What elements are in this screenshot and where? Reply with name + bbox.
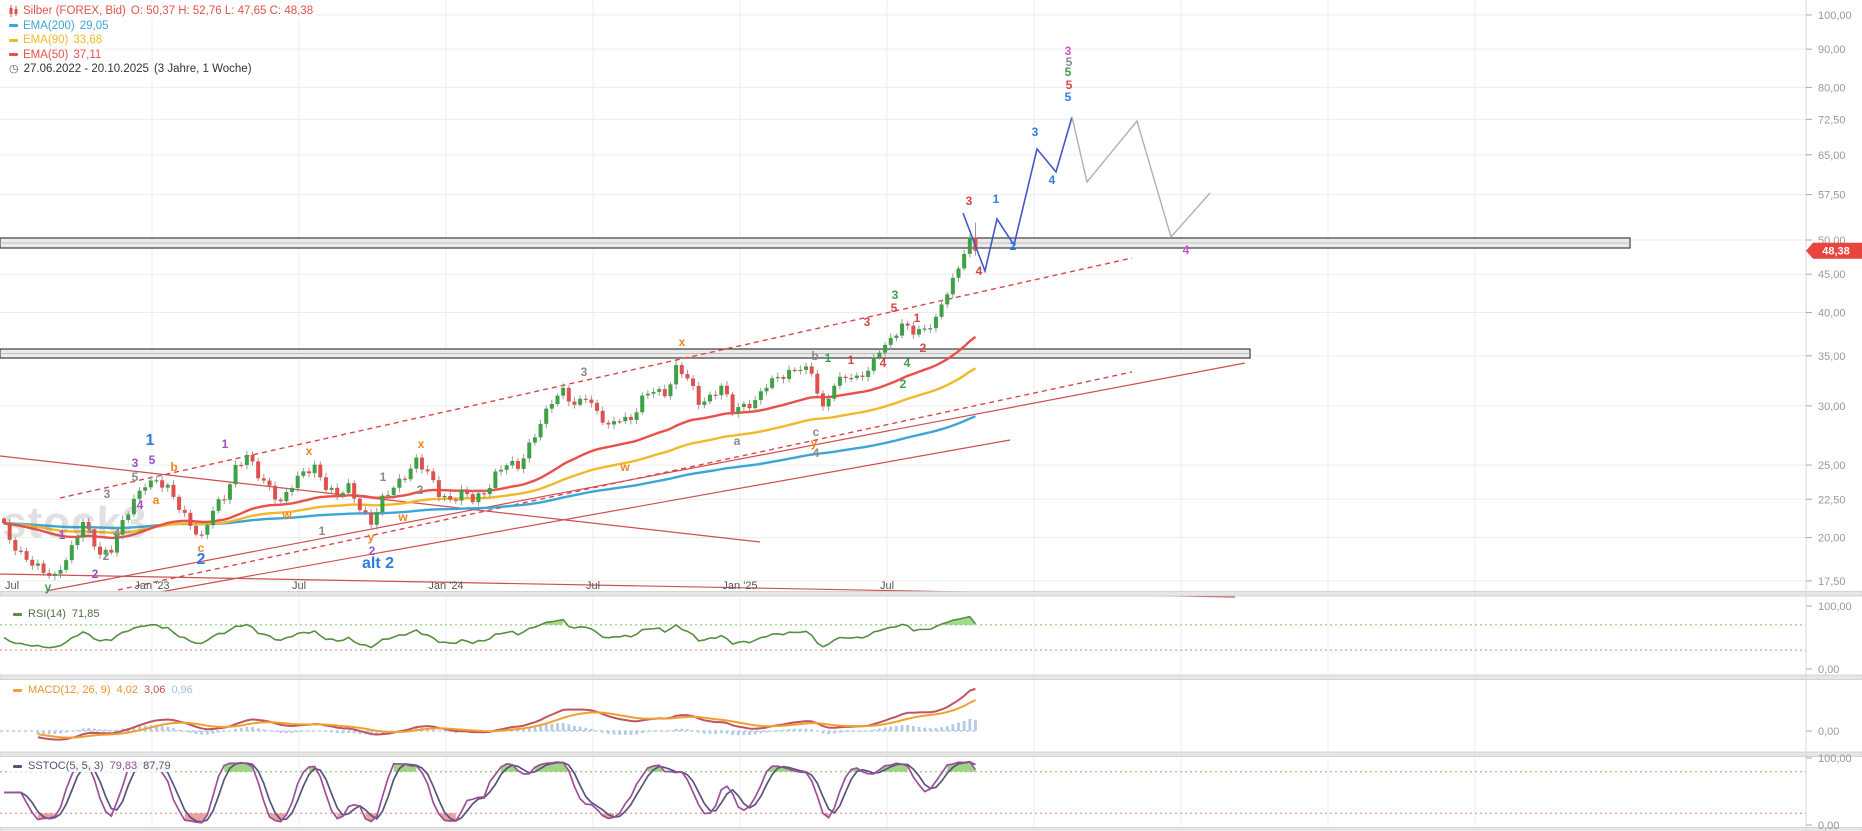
ema50-label: EMA(50)	[23, 48, 69, 61]
price-axis-label[interactable]: 72,50	[1818, 114, 1846, 126]
ema90-label: EMA(90)	[23, 34, 69, 46]
price-axis-label[interactable]: 30,00	[1818, 401, 1846, 413]
macd-color-icon	[13, 688, 22, 692]
sstoc-color-icon	[13, 764, 22, 768]
price-axis-label[interactable]: 45,00	[1818, 269, 1846, 281]
clock-icon: ◷	[9, 63, 19, 75]
interval-text: (3 Jahre, 1 Woche)	[153, 63, 252, 75]
instrument-name: Silber (FOREX, Bid)	[23, 5, 126, 17]
time-axis-label[interactable]: Jul	[292, 580, 306, 592]
ema50-color-icon	[9, 53, 18, 57]
price-axis-label[interactable]: 100,00	[1818, 10, 1852, 22]
macd-axis-label: 0,00	[1818, 726, 1839, 738]
macd-value: 4,02	[116, 684, 138, 696]
sstoc-label: SSTOC(5, 5, 3)	[28, 760, 104, 772]
rsi-label: RSI(14)	[28, 608, 66, 620]
macd-hist-value: 0,96	[171, 684, 193, 696]
price-axis-label[interactable]: 35,00	[1818, 351, 1846, 363]
ema90-row[interactable]: EMA(90) 33,68	[6, 33, 106, 48]
rsi-legend[interactable]: RSI(14) 71,85	[10, 608, 103, 620]
macd-signal-value: 3,06	[143, 684, 166, 696]
time-axis-label[interactable]: Jul	[5, 580, 19, 592]
watermark-logo: stock3	[2, 498, 148, 547]
ema200-label: EMA(200)	[23, 19, 75, 32]
macd-legend[interactable]: MACD(12, 26, 9) 4,02 3,06 0,96	[10, 684, 196, 696]
time-axis-label[interactable]: Jan '24	[428, 580, 463, 592]
price-axis-label[interactable]: 20,00	[1818, 533, 1846, 545]
rsi-value: 71,85	[71, 608, 100, 620]
instrument-row[interactable]: Silber (FOREX, Bid) O: 50,37 H: 52,76 L:…	[6, 4, 317, 19]
ohlc-values: O: 50,37 H: 52,76 L: 47,65 C: 48,38	[130, 5, 314, 17]
time-axis-label[interactable]: Jan '25	[722, 580, 757, 592]
sstoc-d-value: 87,79	[143, 760, 171, 772]
rsi-axis-label: 0,00	[1818, 664, 1839, 676]
sstoc-axis-label: 0,00	[1818, 820, 1839, 831]
ema200-row[interactable]: EMA(200) 29,05	[6, 18, 112, 33]
ema90-value: 33,68	[73, 34, 103, 46]
rsi-axis-label: 100,00	[1818, 601, 1852, 613]
sstoc-legend[interactable]: SSTOC(5, 5, 3) 79,83 87,79	[10, 760, 174, 772]
rsi-color-icon	[13, 612, 22, 616]
time-axis-label[interactable]: Jan '23	[134, 580, 169, 592]
sstoc-k-value: 79,83	[109, 760, 138, 772]
time-axis-label[interactable]: Jul	[880, 580, 894, 592]
ema50-row[interactable]: EMA(50) 37,11	[6, 47, 105, 62]
period-text: 27.06.2022 - 20.10.2025	[23, 63, 149, 75]
period-row: ◷ 27.06.2022 - 20.10.2025 (3 Jahre, 1 Wo…	[6, 62, 255, 77]
price-axis-label[interactable]: 90,00	[1818, 44, 1846, 56]
ema200-value: 29,05	[79, 19, 109, 32]
price-axis-label[interactable]: 65,00	[1818, 150, 1846, 162]
macd-label: MACD(12, 26, 9)	[28, 684, 111, 696]
price-axis-label[interactable]: 57,50	[1818, 190, 1846, 202]
ema90-color-icon	[9, 38, 18, 42]
price-axis-label[interactable]: 25,00	[1818, 460, 1846, 472]
ema50-value: 37,11	[73, 48, 102, 61]
candlestick-icon	[9, 5, 18, 18]
price-axis-label[interactable]: 40,00	[1818, 307, 1846, 319]
last-price-value: 48,38	[1822, 246, 1850, 258]
price-axis-label[interactable]: 80,00	[1818, 82, 1846, 94]
ema200-color-icon	[9, 24, 18, 28]
price-axis-label[interactable]: 22,50	[1818, 494, 1846, 506]
chart-legend: Silber (FOREX, Bid) O: 50,37 H: 52,76 L:…	[6, 4, 317, 77]
sstoc-axis-label: 100,00	[1818, 753, 1852, 765]
last-price-tag	[1806, 242, 1862, 259]
price-axis-label[interactable]: 17,50	[1818, 576, 1846, 588]
time-axis-label[interactable]: Jul	[586, 580, 600, 592]
